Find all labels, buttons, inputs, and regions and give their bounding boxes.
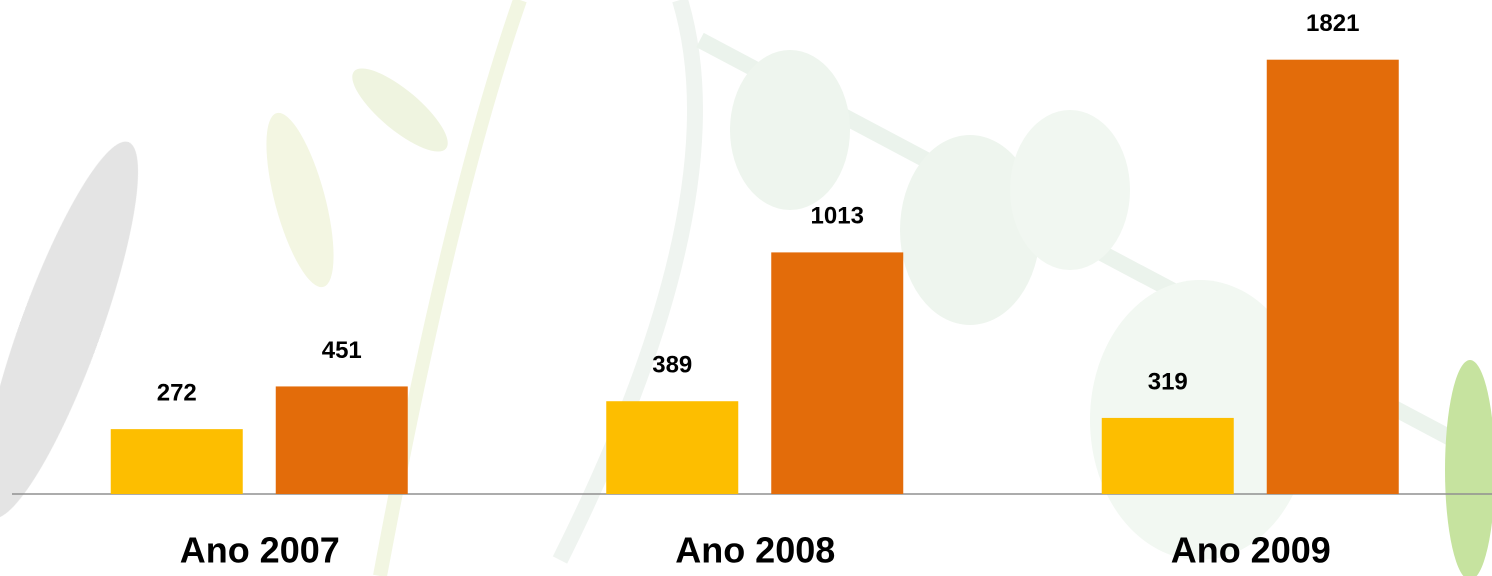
value-label: 319 [1148, 368, 1188, 395]
leaf [1445, 360, 1492, 576]
bar [606, 401, 739, 494]
bar [1101, 417, 1234, 494]
bar [110, 429, 243, 494]
leaf [730, 50, 850, 210]
bar [771, 252, 904, 494]
x-tick-label: Ano 2007 [180, 530, 340, 571]
leaf [1010, 110, 1130, 270]
x-tick-label: Ano 2009 [1171, 530, 1331, 571]
value-label: 1013 [811, 203, 864, 230]
value-label: 389 [652, 352, 692, 379]
value-label: 451 [322, 337, 362, 364]
leaf [0, 141, 139, 519]
x-tick-label: Ano 2008 [675, 530, 835, 571]
leaf [352, 68, 448, 152]
leaf [266, 112, 334, 288]
value-label: 1821 [1306, 10, 1359, 37]
value-label: 272 [157, 379, 197, 406]
stem [552, 0, 703, 564]
bar [1266, 59, 1399, 495]
leaf [900, 135, 1040, 325]
bar [275, 386, 408, 494]
